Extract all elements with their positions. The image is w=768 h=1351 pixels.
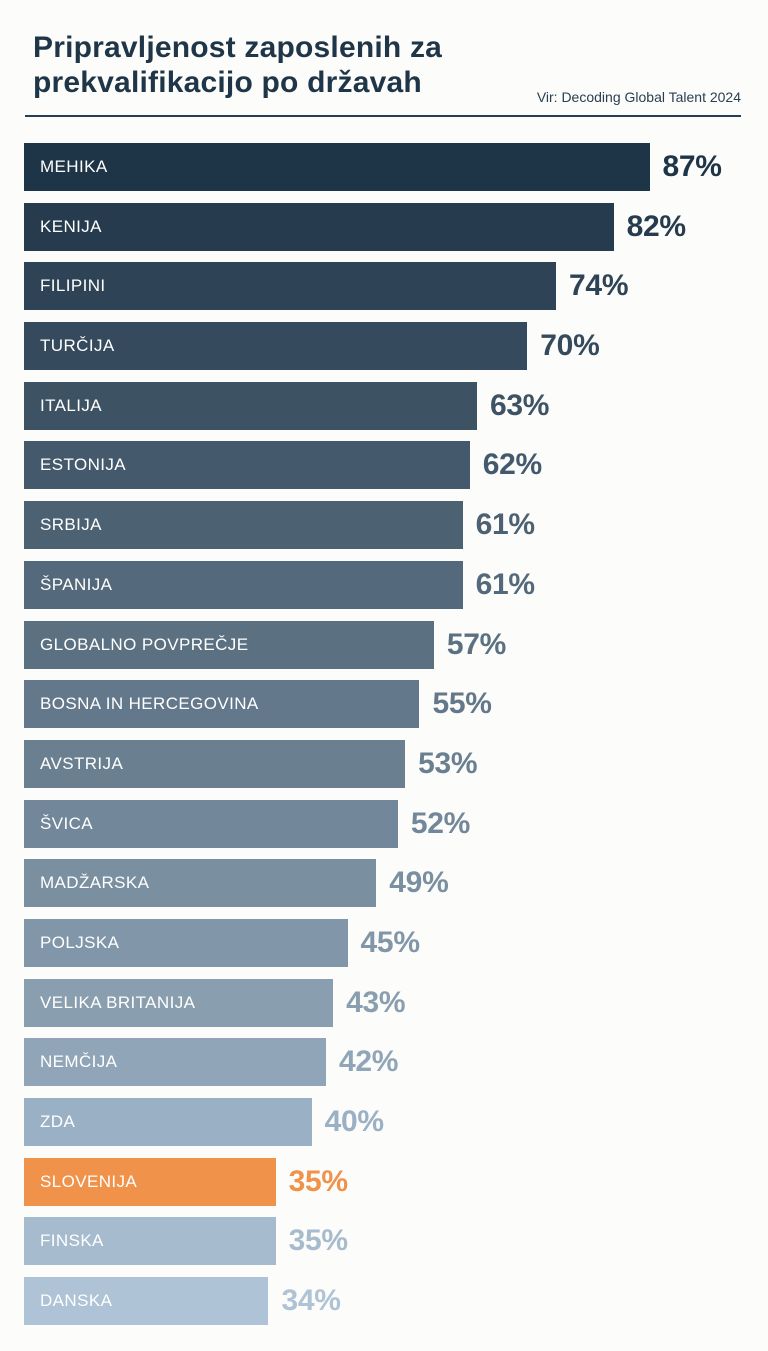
bar: TURČIJA [24,322,528,371]
bar-label: VELIKA BRITANIJA [40,992,196,1012]
bar-value: 57% [446,627,506,661]
bar: NEMČIJA [24,1038,326,1087]
bar-label: SLOVENIJA [40,1171,138,1191]
bar-label: ITALIJA [40,395,103,415]
bar-label: SRBIJA [40,515,102,535]
bar-row: DANSKA 34% [24,1277,768,1326]
bar-value: 49% [389,866,449,900]
bar-row: NEMČIJA 42% [24,1038,768,1087]
bar-label: KENIJA [40,216,102,236]
bar: KENIJA [24,202,614,251]
bar: BOSNA IN HERCEGOVINA [24,680,420,729]
bar-value: 74% [569,269,629,303]
bar-value: 61% [475,508,535,542]
bar: ŠVICA [24,799,398,848]
bar-value: 52% [410,806,471,840]
title-line-2: prekvalifikacijo po državah [33,66,422,99]
bar-row: TURČIJA 70% [24,322,768,371]
bar-label: DANSKA [40,1291,113,1311]
bar: POLJSKA [24,918,348,967]
bar-row: ITALIJA 63% [24,381,768,430]
bar-row: MADŽARSKA 49% [24,859,768,908]
bar: SLOVENIJA [24,1157,276,1206]
bar-label: ŠVICA [40,813,94,833]
bar-row: MEHIKA 87% [24,143,768,191]
bar-row: FINSKA 35% [24,1217,768,1266]
bar-row: BOSNA IN HERCEGOVINA 55% [24,680,768,729]
bar-value: 70% [540,329,600,363]
bar-row: KENIJA 82% [24,202,768,251]
bar: ŠPANIJA [24,560,463,609]
bar: FINSKA [24,1217,276,1266]
bar-label: BOSNA IN HERCEGOVINA [40,694,259,714]
page-title: Pripravljenost zaposlenih za prekvalifika… [33,30,442,100]
bar: ESTONIJA [24,441,470,490]
bar-row: ZDA 40% [24,1098,768,1146]
bar-label: FINSKA [40,1231,104,1251]
bar: ZDA [24,1098,312,1146]
bar-value: 55% [432,687,492,721]
bar-label: ESTONIJA [40,455,127,475]
bar: AVSTRIJA [24,739,406,788]
bar: MEHIKA [24,143,650,191]
bar-label: TURČIJA [40,336,115,356]
header-divider [25,115,741,117]
bar-value: 43% [346,985,406,1019]
bar-row: SLOVENIJA 35% [24,1157,768,1206]
bar-value: 62% [482,448,542,482]
bar-label: FILIPINI [40,276,106,296]
bar: FILIPINI [24,262,557,311]
bar-value: 53% [418,746,478,780]
bar-label: GLOBALNO POVPREČJE [40,634,249,654]
bar-value: 82% [626,209,686,243]
bar-value: 87% [662,150,722,183]
bar-label: AVSTRIJA [40,753,124,773]
bar-label: ZDA [40,1112,76,1131]
bar-label: ŠPANIJA [40,574,113,594]
bar-chart: MEHIKA 87% KENIJA 82% FILIPINI 74% TURČIJA 70% I… [24,143,768,1326]
bar-label: NEMČIJA [40,1052,118,1072]
bar-value: 40% [324,1105,384,1138]
bar-row: ŠPANIJA 61% [24,560,768,609]
bar-value: 35% [288,1224,348,1258]
bar-row: GLOBALNO POVPREČJE 57% [24,620,768,669]
bar-value: 42% [338,1045,399,1079]
source-credit: Vir: Decoding Global Talent 2024 [536,89,741,105]
bar-value: 34% [281,1284,341,1318]
bar-value: 63% [489,388,550,422]
bar: MADŽARSKA [24,859,377,908]
bar-row: AVSTRIJA 53% [24,739,768,788]
bar-label: MADŽARSKA [40,873,150,893]
bar: DANSKA [24,1277,269,1326]
bar-row: POLJSKA 45% [24,918,768,967]
bar-value: 35% [288,1164,348,1198]
bar-label: POLJSKA [40,932,120,952]
bar: SRBIJA [24,501,463,550]
bar: ITALIJA [24,381,477,430]
bar-row: SRBIJA 61% [24,501,768,550]
bar-row: ŠVICA 52% [24,799,768,848]
bar-value: 61% [475,567,535,601]
bar-row: FILIPINI 74% [24,262,768,311]
bar-row: VELIKA BRITANIJA 43% [24,978,768,1027]
bar: VELIKA BRITANIJA [24,978,334,1027]
bar-value: 45% [360,925,420,959]
bar-row: ESTONIJA 62% [24,441,768,490]
bar: GLOBALNO POVPREČJE [24,620,434,669]
bar-label: MEHIKA [40,157,108,176]
title-line-1: Pripravljenost zaposlenih za [33,31,443,64]
